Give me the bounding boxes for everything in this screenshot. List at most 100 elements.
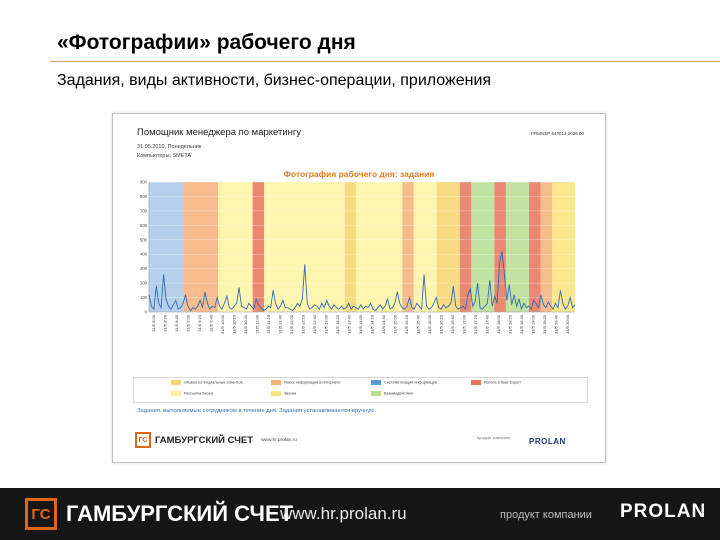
x-tick-label: 31/5 15:40 (416, 314, 421, 334)
y-tick-label: 300 (140, 266, 148, 271)
report-computer: Компьютеры: SMETA (137, 153, 192, 159)
chart-band (356, 182, 403, 312)
chart-band (540, 182, 552, 312)
y-tick-label: 600 (140, 223, 148, 228)
y-tick-label: 100 (140, 295, 148, 300)
x-tick-label: 31/5 19:20 (542, 314, 547, 334)
product-label: продукт компании (477, 435, 511, 440)
x-tick-label: 31/5 19:00 (531, 314, 536, 334)
legend-label: Поиск информации в интернете (284, 380, 341, 385)
x-tick-label: 31/5 17:20 (473, 314, 478, 334)
legend-item: Систематизация информации (371, 380, 437, 385)
x-tick-label: 31/5 18:40 (519, 314, 524, 334)
chart-band (494, 182, 506, 312)
brand-logo-icon: ГС (135, 432, 151, 448)
x-tick-label: 31/5 16:20 (439, 314, 444, 334)
brand-name: ГАМБУРГСКИЙ СЧЕТ (155, 434, 254, 446)
x-tick-label: 31/5 15:20 (404, 314, 409, 334)
chart-band (344, 182, 357, 312)
y-tick-label: 700 (140, 208, 148, 213)
chart-band (149, 182, 184, 312)
y-tick-label: 0 (145, 310, 148, 315)
x-tick-label: 31/5 17:00 (462, 314, 467, 334)
x-tick-label: 31/5 12:40 (312, 314, 317, 334)
x-tick-label: 31/5 14:00 (358, 314, 363, 334)
chart-band (218, 182, 253, 312)
legend-swatch (371, 391, 381, 396)
legend-label: Звонки (284, 391, 297, 396)
x-tick-label: 31/5 11:00 (254, 314, 259, 333)
x-tick-label: 31/5 16:00 (427, 314, 432, 334)
x-tick-label: 31/5 10:20 (231, 314, 236, 334)
report-note: Задания, выполняемые сотрудником в течен… (137, 408, 377, 414)
x-tick-label: 31/5 8:20 (162, 314, 167, 331)
legend-swatch (171, 380, 181, 385)
x-tick-label: 31/5 14:40 (381, 314, 386, 334)
x-tick-label: 31/5 14:20 (370, 314, 375, 334)
x-tick-label: 31/5 12:20 (300, 314, 305, 334)
footer-prolan-logo-icon: PROLAN (620, 501, 707, 522)
footer-url-link[interactable]: www.hr.prolan.ru (280, 504, 407, 523)
brand-url[interactable]: www.hr.prolan.ru (261, 437, 297, 443)
x-tick-label: 31/5 11:40 (277, 314, 282, 333)
y-tick-label: 400 (140, 252, 148, 257)
series-line (148, 251, 576, 312)
chart-band (551, 182, 575, 312)
x-tick-label: 31/5 13:40 (346, 314, 351, 334)
report-brand: ГС ГАМБУРГСКИЙ СЧЕТ www.hr.prolan.ru (135, 432, 297, 448)
chart-title: Фотография рабочего дня: задания (283, 169, 435, 179)
y-tick-label: 800 (140, 194, 148, 199)
legend-label: Работа в базе Expert (484, 380, 521, 385)
footer-brand-name: ГАМБУРГСКИЙ СЧЕТ (66, 501, 294, 526)
report-app-title: Помощник менеджера по маркетингу (137, 127, 302, 138)
legend-swatch (271, 391, 281, 396)
legend-swatch (171, 391, 181, 396)
x-tick-label: 31/5 19:40 (554, 314, 559, 334)
legend-item: Звонки (271, 391, 296, 396)
x-tick-label: 31/5 17:40 (485, 314, 490, 334)
legend-item: Поиск информации в интернете (271, 380, 340, 385)
footer-bar: ГС ГАМБУРГСКИЙ СЧЕТ www.hr.prolan.ru про… (0, 488, 720, 540)
footer-logo-icon: ГС (25, 498, 57, 530)
x-tick-label: 31/5 9:20 (197, 314, 202, 331)
prolan-logo-icon: PROLAN (529, 437, 566, 446)
chart-band (436, 182, 460, 312)
x-tick-label: 31/5 10:40 (243, 314, 248, 334)
chart-band (528, 182, 541, 312)
legend-swatch (371, 380, 381, 385)
chart-band (413, 182, 437, 312)
page-subtitle: Задания, виды активности, бизнес-операци… (57, 72, 492, 89)
report-date: 31.05.2010, Понедельник (137, 144, 202, 150)
activity-chart: 900 800 700 600 500 400 300 200 100 031/5 8:00 31/… (140, 180, 576, 334)
legend-swatch (271, 380, 281, 385)
x-tick-label: 31/5 18:20 (508, 314, 513, 334)
chart-band (459, 182, 472, 312)
x-tick-label: 31/5 11:20 (266, 314, 271, 333)
y-tick-label: 500 (140, 237, 148, 242)
x-tick-label: 31/5 8:40 (174, 314, 179, 331)
legend-frame (133, 377, 588, 403)
chart-band (471, 182, 495, 312)
x-tick-label: 31/5 10:00 (220, 314, 225, 334)
legend-item: Взаимодействие (371, 391, 413, 396)
chart-band (252, 182, 265, 312)
chart-band (505, 182, 529, 312)
y-tick-label: 900 (140, 180, 148, 185)
x-tick-label: 31/5 13:20 (335, 314, 340, 334)
x-tick-label: 31/5 12:00 (289, 314, 294, 334)
legend-label: Систематизация информации (384, 380, 438, 385)
y-tick-label: 200 (140, 281, 148, 286)
legend-item: Обзвон потенциальных клиентов (171, 380, 242, 385)
legend-label: Обзвон потенциальных клиентов (184, 380, 243, 385)
chart-band (402, 182, 414, 312)
x-tick-label: 31/5 16:40 (450, 314, 455, 334)
x-tick-label: 31/5 15:00 (393, 314, 398, 334)
x-tick-label: 31/5 9:40 (208, 314, 213, 331)
x-tick-label: 31/5 18:00 (496, 314, 501, 334)
page-title: «Фотографии» рабочего дня (57, 31, 356, 54)
legend-item: Работа в базе Expert (471, 380, 521, 385)
x-tick-label: 31/5 8:00 (151, 314, 156, 331)
report-screenshot: Помощник менеджера по маркетингу PRMNSP … (112, 113, 606, 463)
chart-band (264, 182, 345, 312)
legend-item: Рассылка писем (171, 391, 213, 396)
